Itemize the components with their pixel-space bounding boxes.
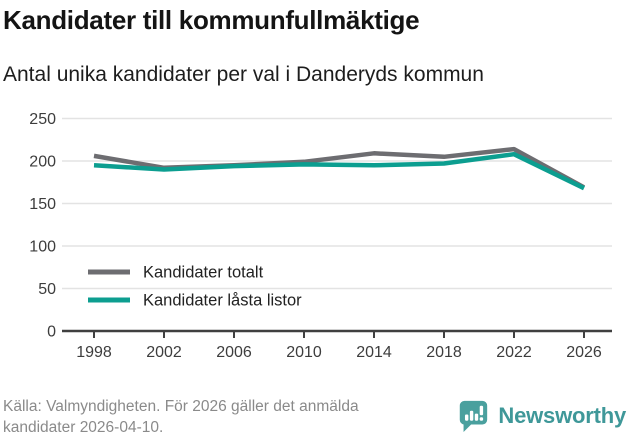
y-tick-label: 200 [29,154,56,171]
logo-bar-small [465,414,469,421]
x-tick-label: 2006 [216,344,252,361]
logo-bar-tall [470,410,474,421]
y-tick-label: 0 [47,324,56,341]
footer: Källa: Valmyndigheten. För 2026 gäller d… [3,396,626,438]
chart-title: Kandidater till kommunfullmäktige [3,5,420,35]
source-note: Källa: Valmyndigheten. För 2026 gäller d… [3,398,359,436]
y-tick-label: 250 [29,111,56,128]
logo-exclamation-bar [480,405,484,416]
brand-name: Newsworthy [498,402,626,428]
x-tick-label: 2010 [286,344,322,361]
newsworthy-logo-icon [460,400,488,433]
x-tick-label: 2026 [566,344,602,361]
x-tick-label: 2022 [496,344,532,361]
series-line-kandidater-l-sta-listor [93,151,585,191]
y-tick-label: 100 [29,239,56,256]
newsworthy-brand[interactable]: Newsworthy [456,398,626,433]
logo-exclamation-dot [480,417,484,421]
x-tick-label: 2018 [426,344,462,361]
y-tick-label: 150 [29,196,56,213]
chart-subtitle: Antal unika kandidater per val i Dandery… [3,63,484,86]
logo-bar-medium [475,413,479,421]
x-tick-label: 2014 [356,344,392,361]
line-chart: 0 50 100 150 200 250 1998 2002 2006 2010 2014 2018 2… [29,111,612,361]
y-tick-label: 50 [38,281,56,298]
legend-label: Kandidater totalt [143,264,264,282]
x-tick-label: 1998 [76,344,112,361]
legend-label: Kandidater låsta listor [143,292,302,310]
x-tick-label: 2002 [146,344,182,361]
